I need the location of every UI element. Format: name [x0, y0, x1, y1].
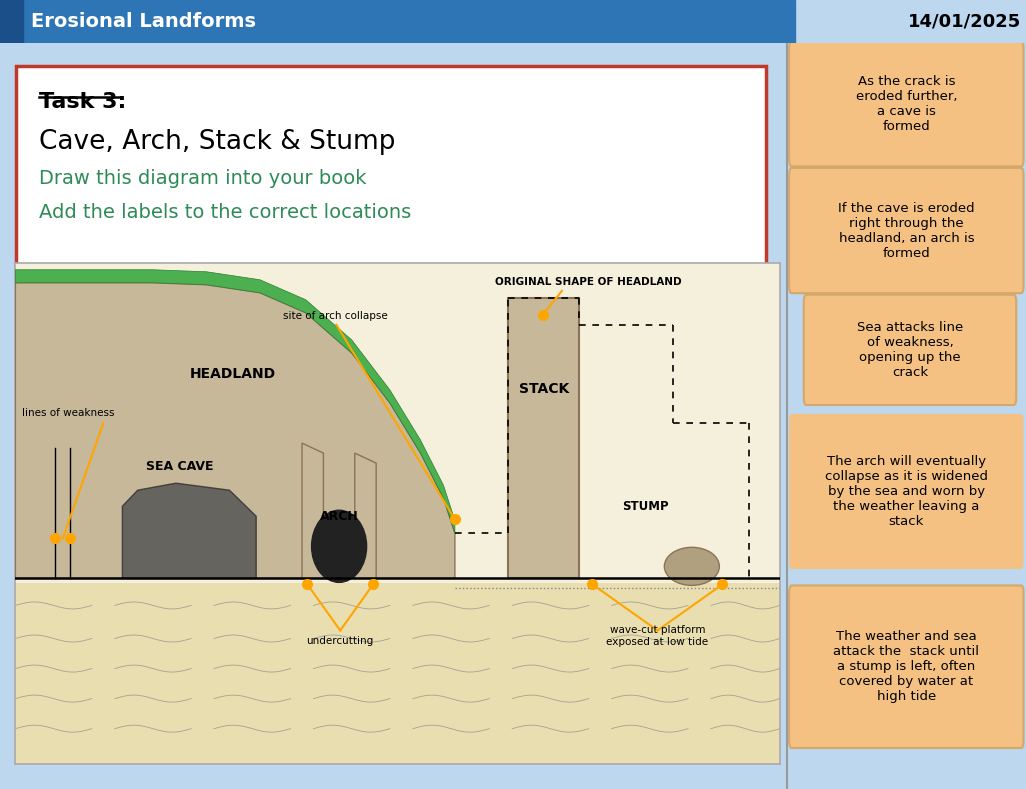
Text: undercutting: undercutting — [307, 635, 373, 645]
FancyBboxPatch shape — [15, 65, 766, 271]
Text: STACK: STACK — [519, 382, 569, 396]
Text: SEA CAVE: SEA CAVE — [146, 460, 213, 473]
Text: Task 3:: Task 3: — [39, 92, 126, 112]
Text: Add the labels to the correct locations: Add the labels to the correct locations — [39, 203, 411, 222]
Polygon shape — [355, 453, 377, 578]
Text: ARCH: ARCH — [320, 510, 359, 523]
FancyBboxPatch shape — [789, 168, 1024, 294]
FancyBboxPatch shape — [789, 414, 1024, 569]
Text: ORIGINAL SHAPE OF HEADLAND: ORIGINAL SHAPE OF HEADLAND — [496, 277, 682, 286]
FancyBboxPatch shape — [789, 41, 1024, 166]
Text: If the cave is eroded
right through the
headland, an arch is
formed: If the cave is eroded right through the … — [838, 201, 975, 260]
Text: lines of weakness: lines of weakness — [22, 408, 114, 418]
Text: 14/01/2025: 14/01/2025 — [908, 13, 1021, 31]
FancyBboxPatch shape — [803, 294, 1016, 405]
Bar — [0, 0, 23, 43]
Ellipse shape — [665, 548, 719, 585]
Ellipse shape — [312, 510, 366, 582]
Text: Sea attacks line
of weakness,
opening up the
crack: Sea attacks line of weakness, opening up… — [857, 321, 963, 379]
Polygon shape — [122, 483, 256, 578]
Text: Cave, Arch, Stack & Stump: Cave, Arch, Stack & Stump — [39, 129, 396, 155]
Text: Erosional Landforms: Erosional Landforms — [31, 12, 255, 32]
Text: HEADLAND: HEADLAND — [190, 367, 276, 381]
Polygon shape — [15, 583, 780, 764]
FancyBboxPatch shape — [789, 585, 1024, 748]
Text: As the crack is
eroded further,
a cave is
formed: As the crack is eroded further, a cave i… — [856, 75, 957, 133]
Polygon shape — [509, 297, 580, 578]
Text: The arch will eventually
collapse as it is widened
by the sea and worn by
the we: The arch will eventually collapse as it … — [825, 455, 988, 528]
Text: Draw this diagram into your book: Draw this diagram into your book — [39, 169, 366, 188]
Text: site of arch collapse: site of arch collapse — [283, 311, 388, 321]
Polygon shape — [15, 270, 455, 533]
Text: wave-cut platform
exposed at low tide: wave-cut platform exposed at low tide — [606, 625, 709, 646]
Text: The weather and sea
attack the  stack until
a stump is left, often
covered by wa: The weather and sea attack the stack unt… — [833, 630, 980, 703]
Polygon shape — [15, 282, 455, 578]
Text: STUMP: STUMP — [623, 500, 669, 513]
Bar — [0, 0, 795, 43]
Polygon shape — [302, 443, 323, 578]
